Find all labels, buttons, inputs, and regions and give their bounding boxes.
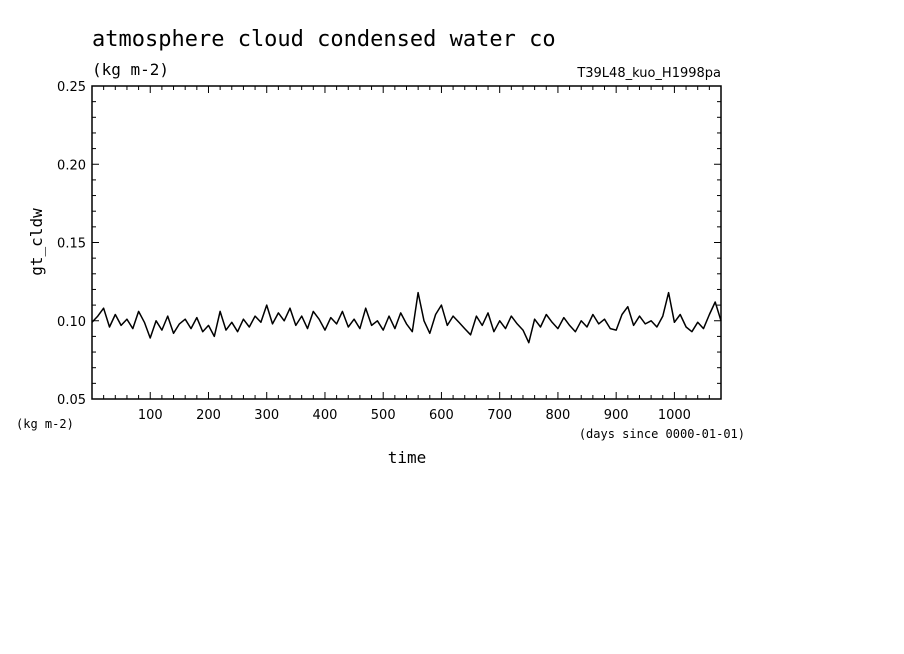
x-tick-label: 700 — [487, 408, 512, 423]
run-label: T39L48_kuo_H1998pa — [576, 66, 721, 81]
x-tick-label: 300 — [254, 408, 279, 423]
y-tick-label: 0.25 — [57, 80, 86, 95]
y-tick-label: 0.20 — [57, 158, 86, 173]
x-tick-label: 400 — [313, 408, 338, 423]
x-axis: 100 200 300 400 500 600 700 800 900 1000 — [103, 86, 710, 423]
y-tick-label: 0.15 — [57, 237, 86, 252]
x-units-label: (days since 0000-01-01) — [579, 427, 745, 441]
y-tick-label: 0.10 — [57, 315, 86, 330]
plot-frame — [91, 85, 722, 400]
y-units-label: (kg m-2) — [16, 417, 74, 431]
y-tick-label: 0.05 — [57, 393, 86, 408]
x-tick-label: 200 — [196, 408, 221, 423]
y-axis-label: gt_cldw — [27, 208, 46, 276]
x-tick-label: 500 — [371, 408, 396, 423]
x-axis-label: time — [388, 448, 427, 467]
x-tick-label: 800 — [546, 408, 571, 423]
y-axis: 0.05 0.10 0.15 0.20 0.25 — [57, 80, 721, 408]
x-tick-label: 900 — [604, 408, 629, 423]
chart-title: atmosphere cloud condensed water co — [92, 27, 556, 52]
x-tick-label: 100 — [138, 408, 163, 423]
chart-subtitle: (kg m-2) — [92, 60, 169, 79]
x-tick-label: 1000 — [658, 408, 691, 423]
series-line — [91, 291, 722, 344]
series-group — [91, 291, 722, 344]
x-tick-label: 600 — [429, 408, 454, 423]
